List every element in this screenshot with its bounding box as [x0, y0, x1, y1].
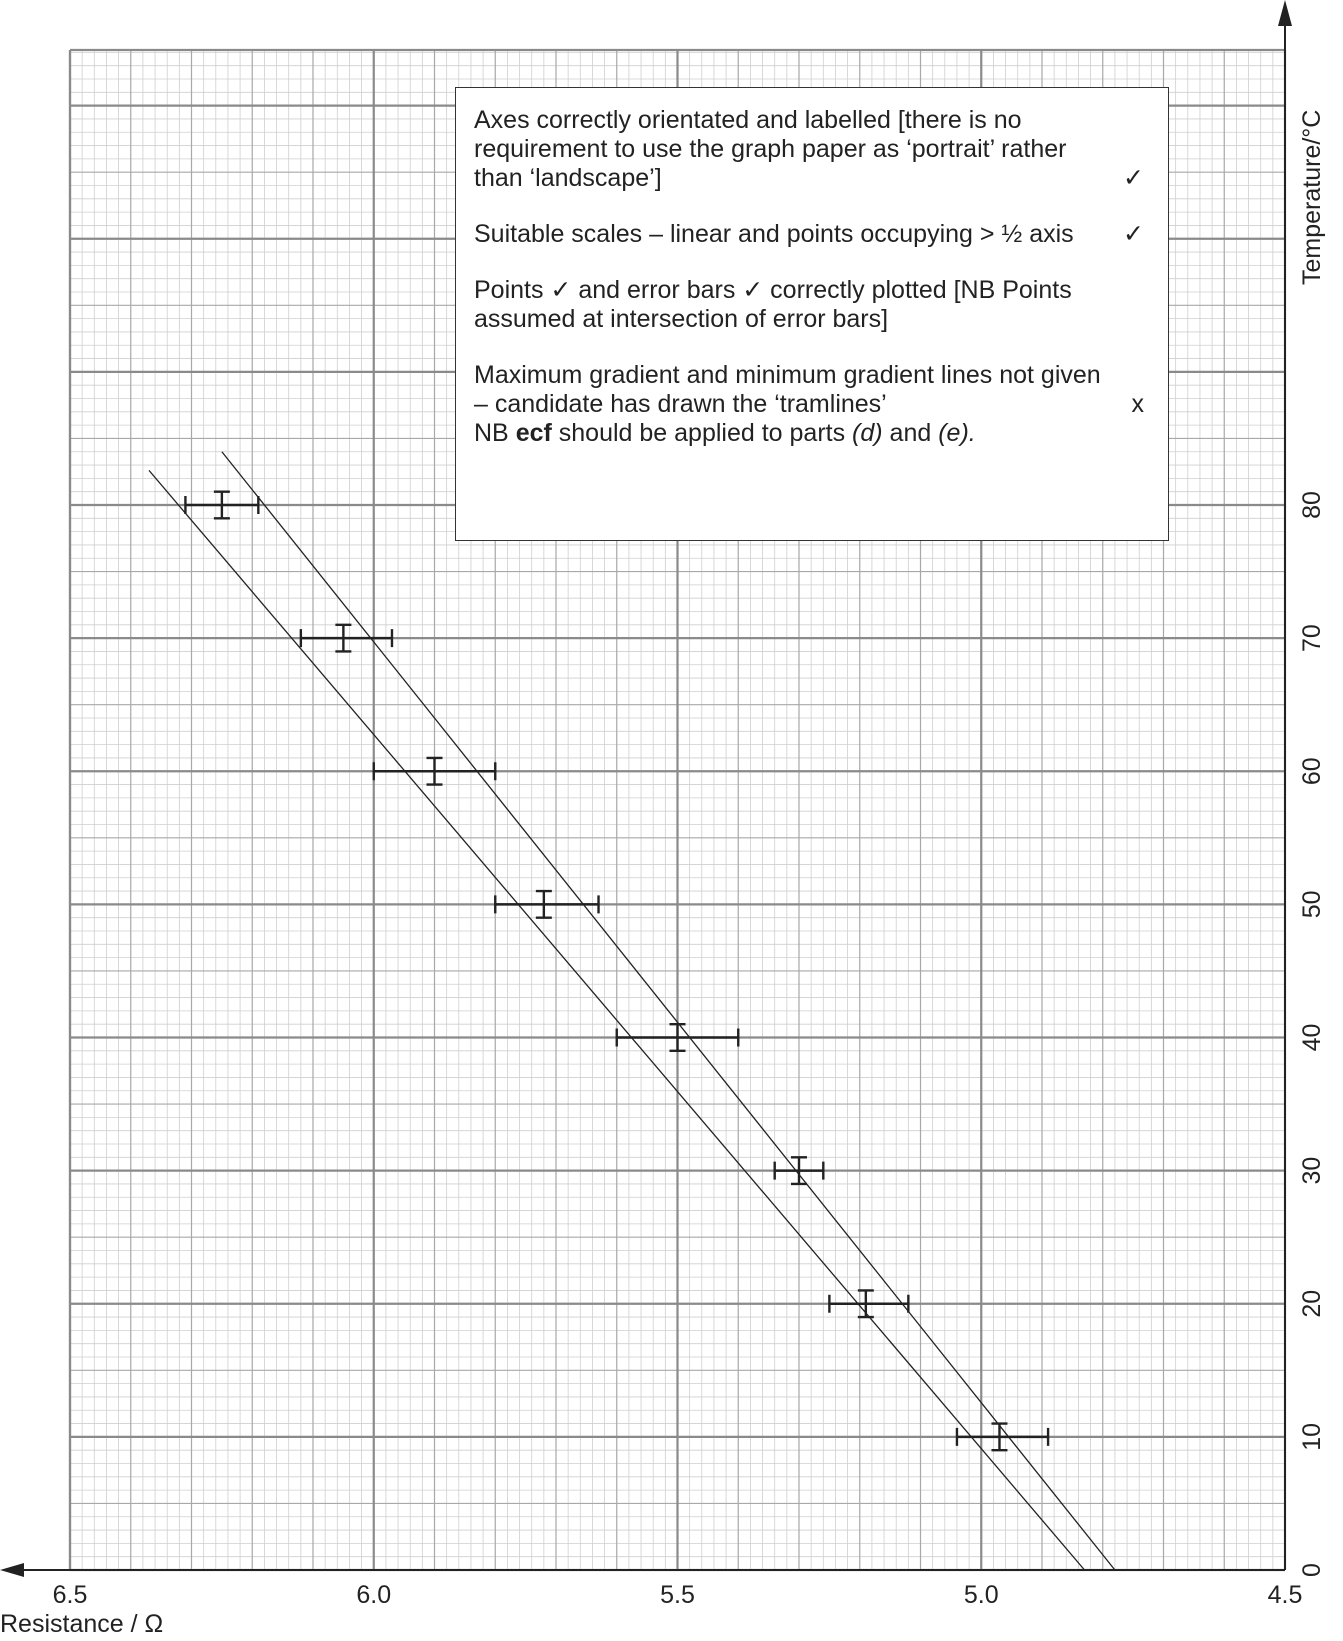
data-point	[299, 623, 394, 653]
x-tick-label: 5.0	[964, 1581, 999, 1609]
ecf-and: and	[882, 419, 939, 447]
note-text: Maximum gradient and minimum gradient li…	[474, 361, 1101, 418]
y-tick-labels: 0 10 20 30 40 50 60 70 80	[1298, 491, 1326, 1577]
ecf-prefix: NB	[474, 419, 516, 447]
note-text: Axes correctly orientated and labelled […	[474, 106, 1067, 192]
y-tick-label: 80	[1298, 491, 1326, 519]
x-axis-arrow-icon	[0, 1563, 24, 1577]
note-axes: Axes correctly orientated and labelled […	[474, 106, 1150, 193]
x-tick-label: 5.5	[660, 1581, 695, 1609]
data-point	[184, 490, 260, 520]
ecf-part-d: (d)	[852, 419, 883, 447]
note-text: Suitable scales – linear and points occu…	[474, 220, 1074, 248]
x-tick-label: 4.5	[1268, 1581, 1303, 1609]
marking-notes-box: Axes correctly orientated and labelled […	[455, 87, 1169, 541]
cross-mark: x	[1131, 390, 1145, 418]
y-tick-label: 30	[1298, 1157, 1326, 1185]
y-axis-title: Temperature/°C	[1298, 110, 1326, 285]
x-tick-label: 6.5	[53, 1581, 88, 1609]
y-tick-label: 60	[1298, 757, 1326, 785]
x-tick-labels: 6.5 6.0 5.5 5.0 4.5	[53, 1581, 1303, 1609]
note-scales: Suitable scales – linear and points occu…	[474, 220, 1150, 249]
x-tick-label: 6.0	[356, 1581, 391, 1609]
error-bars	[184, 490, 1050, 1452]
ecf-mid: should be applied to parts	[551, 419, 853, 447]
data-point	[494, 889, 600, 919]
y-tick-label: 50	[1298, 890, 1326, 918]
x-axis-title: Resistance / Ω	[0, 1610, 163, 1638]
ecf-part-e: (e).	[938, 419, 976, 447]
tick-mark: ✓	[1123, 164, 1144, 192]
data-point	[615, 1022, 740, 1053]
data-point	[372, 756, 497, 786]
y-tick-label: 20	[1298, 1290, 1326, 1318]
data-point	[955, 1422, 1050, 1452]
tick-mark: ✓	[1123, 220, 1144, 248]
tramline	[148, 469, 1086, 1571]
ecf-bold: ecf	[515, 419, 552, 447]
axes	[0, 0, 1292, 1577]
data-point	[828, 1289, 910, 1319]
note-gradient: Maximum gradient and minimum gradient li…	[474, 361, 1150, 419]
note-points: Points ✓ and error bars ✓ correctly plot…	[474, 276, 1150, 334]
y-tick-label: 70	[1298, 624, 1326, 652]
data-point	[773, 1156, 825, 1186]
note-ecf: NB ecf should be applied to parts (d) an…	[474, 419, 1150, 448]
y-tick-label: 0	[1298, 1563, 1326, 1577]
y-axis-arrow-icon	[1278, 0, 1292, 26]
y-tick-label: 40	[1298, 1024, 1326, 1052]
note-text: Points ✓ and error bars ✓ correctly plot…	[474, 276, 1072, 333]
y-tick-label: 10	[1298, 1423, 1326, 1451]
